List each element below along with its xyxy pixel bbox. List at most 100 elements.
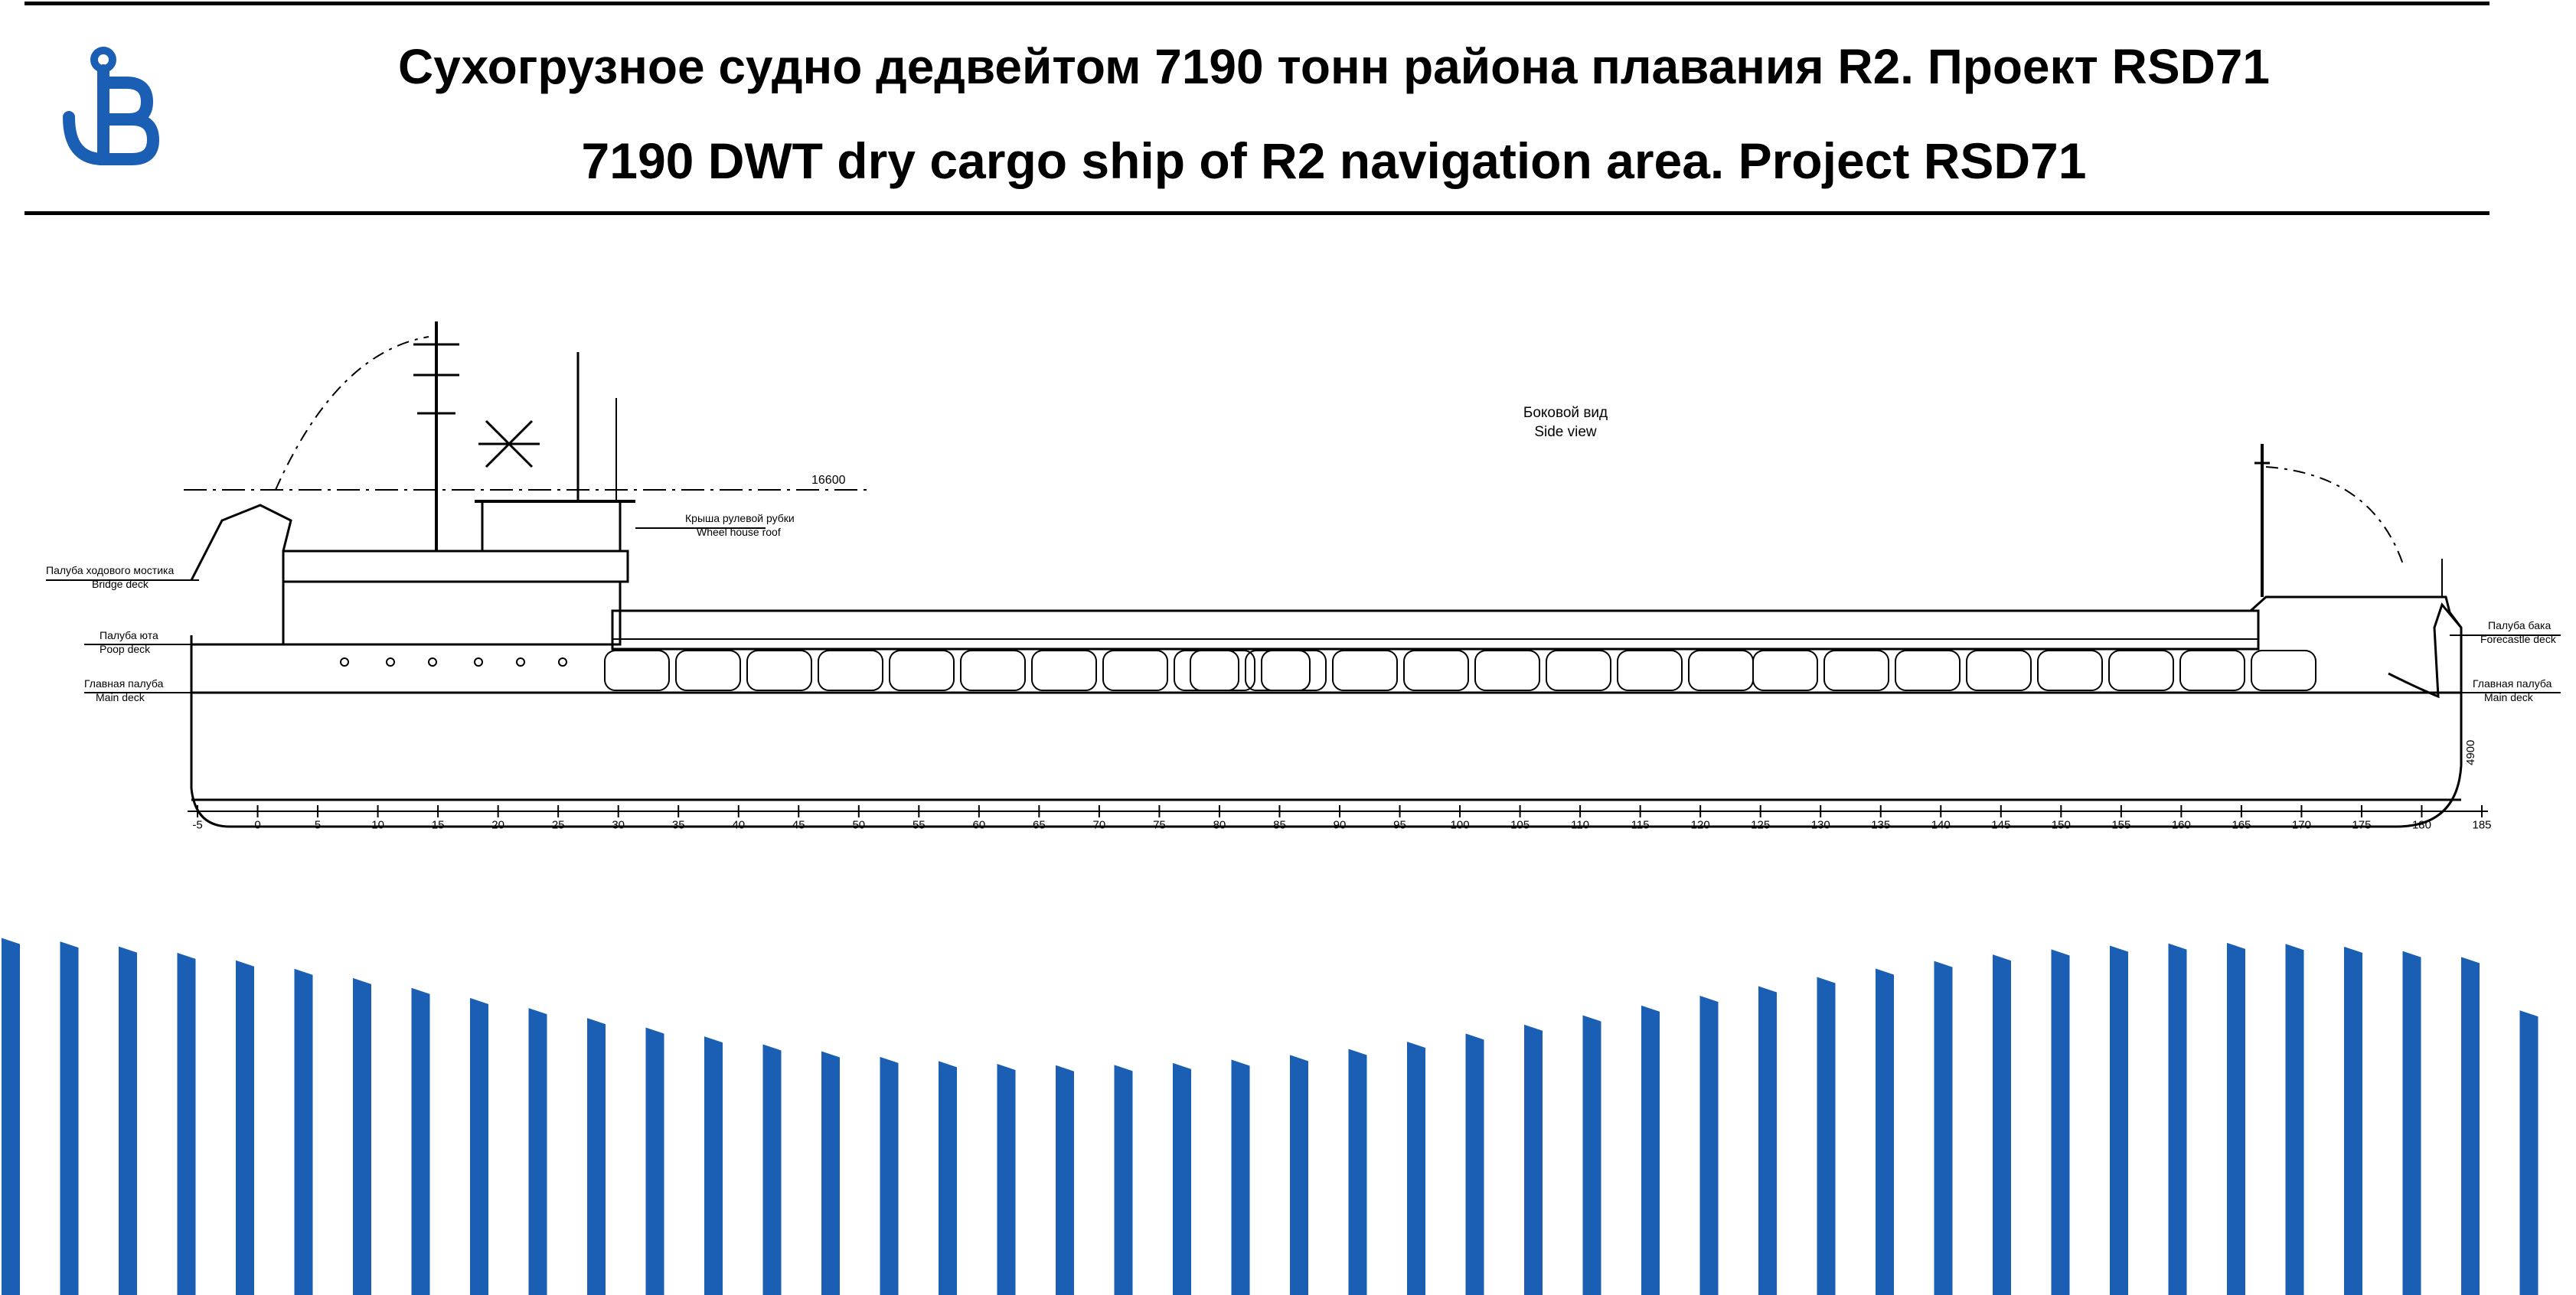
wheelhouse-roof-label-en: Wheel house roof xyxy=(697,526,781,538)
poop-deck-label-ru: Палуба юта xyxy=(100,629,158,641)
hatch-panel xyxy=(1895,650,1961,691)
top-rule xyxy=(24,2,2489,5)
frame-tick-label: 110 xyxy=(1571,818,1589,831)
portholes xyxy=(340,657,567,667)
view-label-en: Side view xyxy=(1534,424,1597,440)
frame-tick-label: 115 xyxy=(1631,818,1650,831)
wave-bar xyxy=(1582,1015,1601,1295)
frame-tick-label: 5 xyxy=(315,818,321,831)
hatch-panel xyxy=(1966,650,2032,691)
hatch-panel xyxy=(1546,650,1611,691)
wave-bar xyxy=(880,1056,899,1295)
frame-tick-label: 35 xyxy=(672,818,685,831)
forecastle-deck-label-en: Forecastle deck xyxy=(2480,633,2557,645)
frame-tick-label: 175 xyxy=(2352,818,2371,831)
wave-bar xyxy=(821,1051,840,1295)
frame-tick-label: 180 xyxy=(2412,818,2431,831)
frame-tick-label: 70 xyxy=(1093,818,1106,831)
hatch-panel xyxy=(2037,650,2103,691)
frame-tick-label: 45 xyxy=(792,818,805,831)
hatch-panel xyxy=(1823,650,1889,691)
wheelhouse-roof-label-ru: Крыша рулевой рубки xyxy=(685,512,795,524)
wave-bar xyxy=(704,1036,723,1295)
frame-tick-label: 95 xyxy=(1393,818,1406,831)
wave-bar xyxy=(353,977,371,1295)
frame-tick-label: 160 xyxy=(2172,818,2191,831)
frame-tick-label: 20 xyxy=(491,818,504,831)
wave-bar xyxy=(60,941,79,1295)
wave-bar xyxy=(2519,1010,2538,1295)
frame-tick-label: 60 xyxy=(972,818,985,831)
hull-outline xyxy=(190,602,2463,828)
frame-tick-label: 185 xyxy=(2472,818,2491,831)
hatch-panel xyxy=(1752,650,1818,691)
frame-tick-label: 80 xyxy=(1213,818,1226,831)
wave-bar xyxy=(1758,986,1777,1295)
frame-tick-label: 30 xyxy=(612,818,625,831)
ship-side-view-drawing: -5 0 5 10 15 20 25 30 35 40 45 50 55 60 65 70 75 80 85 90 95… xyxy=(46,321,2561,831)
hatch-panel xyxy=(1688,650,1754,691)
hatch-panel xyxy=(1403,650,1469,691)
frame-tick-label: 120 xyxy=(1691,818,1710,831)
frame-tick-label: 140 xyxy=(1931,818,1951,831)
frame-tick-label: 100 xyxy=(1451,818,1470,831)
frame-tick-label: 105 xyxy=(1510,818,1530,831)
wave-bar xyxy=(2402,951,2421,1295)
frame-tick-label: 125 xyxy=(1751,818,1770,831)
hatch-panel xyxy=(2179,650,2245,691)
frame-tick-label: 55 xyxy=(913,818,926,831)
wave-bar xyxy=(2285,944,2304,1295)
frame-tick-label: 10 xyxy=(371,818,384,831)
main-deck-fwd-label-ru: Главная палуба xyxy=(2473,677,2552,690)
cargo-hatch-coaming xyxy=(611,609,2260,651)
wave-bar xyxy=(2,938,20,1295)
bridge-deck-label-en: Bridge deck xyxy=(92,578,149,590)
frame-tick-label: 135 xyxy=(1871,818,1890,831)
frame-tick-label: 15 xyxy=(432,818,445,831)
wave-bar xyxy=(1231,1059,1250,1295)
main-deck-label-ru: Главная палуба xyxy=(84,677,164,690)
hatch-panel xyxy=(1102,650,1168,691)
frame-tick-label: 90 xyxy=(1334,818,1347,831)
depth-mark-label: 4900 xyxy=(2464,740,2477,765)
header-rule xyxy=(24,211,2489,215)
hatch-panel xyxy=(1332,650,1398,691)
wave-bar xyxy=(1056,1065,1074,1295)
hatch-panel xyxy=(604,650,670,691)
wave-bar xyxy=(1699,995,1719,1295)
wave-bar xyxy=(2344,946,2362,1295)
frame-tick-label: 65 xyxy=(1033,818,1046,831)
hatch-panel xyxy=(1617,650,1683,691)
wave-bar xyxy=(236,960,254,1295)
wave-bar xyxy=(119,946,137,1295)
hatch-panel xyxy=(1474,650,1540,691)
frame-tick-label: -5 xyxy=(192,818,202,831)
lifeboat-davit xyxy=(190,504,292,581)
hatch-panel xyxy=(1261,650,1327,691)
wave-bar xyxy=(2110,945,2128,1295)
frame-tick-label: 75 xyxy=(1153,818,1166,831)
anchor-logo-icon xyxy=(63,47,159,165)
wave-bar xyxy=(1524,1024,1543,1295)
wave-bar xyxy=(2051,949,2070,1295)
wave-bar xyxy=(939,1061,957,1295)
main-deck-label-en: Main deck xyxy=(96,691,145,703)
wave-bar xyxy=(1934,961,1953,1295)
wave-bar xyxy=(1641,1005,1660,1295)
frame-tick-label: 40 xyxy=(732,818,745,831)
frame-tick-label: 155 xyxy=(2111,818,2130,831)
frame-tick-label: 0 xyxy=(254,818,260,831)
hatch-panel xyxy=(2108,650,2174,691)
forecastle xyxy=(2249,595,2463,628)
wave-bar xyxy=(470,997,488,1295)
frame-tick-label: 25 xyxy=(552,818,565,831)
wave-bar xyxy=(177,952,196,1295)
wave-bar xyxy=(294,968,313,1295)
accommodation-block xyxy=(282,580,622,646)
wave-bar xyxy=(587,1018,606,1295)
wave-bar xyxy=(1290,1055,1308,1295)
wave-bar xyxy=(1465,1033,1484,1295)
hatch-panel xyxy=(2251,650,2316,691)
wave-bar xyxy=(2168,943,2187,1295)
frame-tick-label: 50 xyxy=(852,818,865,831)
